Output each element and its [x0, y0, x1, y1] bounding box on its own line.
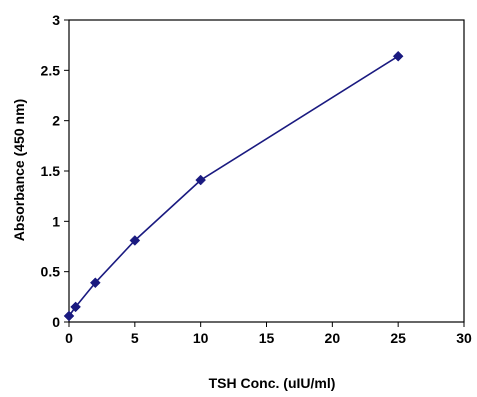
y-tick-label: 1.5 [41, 163, 61, 179]
x-axis-title: TSH Conc. (uIU/ml) [209, 375, 336, 391]
plot-frame [68, 19, 465, 323]
data-point-marker [195, 174, 207, 186]
x-tick-label: 0 [65, 330, 73, 346]
series-line [68, 55, 399, 317]
x-tick-label: 25 [390, 330, 406, 346]
data-point-marker [70, 301, 81, 313]
x-tick-label: 20 [325, 330, 341, 346]
data-point-marker [392, 50, 404, 62]
y-tick-label: 3 [52, 12, 60, 28]
x-tick-label: 5 [131, 330, 139, 346]
plot-area [68, 19, 465, 323]
x-tick-label: 10 [193, 330, 209, 346]
y-tick-label: 0.5 [41, 264, 61, 280]
data-point-marker [89, 277, 101, 289]
y-axis-ticks: 0 0.5 1 1.5 2 2.5 3 [41, 12, 69, 330]
x-tick-label: 15 [259, 330, 275, 346]
data-point-marker [129, 235, 141, 246]
y-tick-label: 2.5 [41, 62, 61, 78]
data-point-marker [63, 310, 75, 322]
x-axis-ticks: 0 5 10 15 20 25 30 [65, 322, 472, 346]
y-tick-label: 1 [52, 213, 60, 229]
y-tick-label: 0 [52, 314, 60, 330]
series-layer [63, 50, 404, 322]
y-tick-label: 2 [52, 113, 60, 129]
x-tick-label: 30 [456, 330, 472, 346]
y-axis-title: Absorbance (450 nm) [11, 99, 27, 241]
